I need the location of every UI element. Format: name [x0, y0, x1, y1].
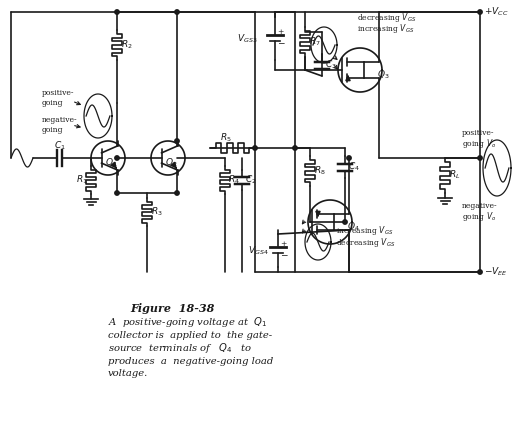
Text: $R_8$: $R_8$	[314, 165, 326, 177]
Text: going: going	[42, 99, 64, 107]
Text: $Q_2$: $Q_2$	[165, 157, 177, 169]
Circle shape	[478, 10, 482, 14]
Text: $C_4$: $C_4$	[348, 161, 360, 173]
Text: −: −	[277, 38, 285, 47]
Text: $-V_{EE}$: $-V_{EE}$	[484, 266, 508, 278]
Text: +: +	[280, 240, 286, 247]
Text: $V_{GS4}$: $V_{GS4}$	[248, 244, 269, 257]
Circle shape	[478, 270, 482, 274]
Text: positive-: positive-	[42, 89, 74, 97]
Circle shape	[175, 10, 179, 14]
Text: collector is  applied to  the gate-: collector is applied to the gate-	[108, 330, 272, 339]
Text: decreasing $V_{GS}$: decreasing $V_{GS}$	[336, 235, 396, 249]
Circle shape	[115, 156, 119, 160]
Text: $+V_{CC}$: $+V_{CC}$	[484, 6, 509, 18]
Text: $R_3$: $R_3$	[151, 206, 162, 218]
Circle shape	[343, 220, 347, 224]
Text: increasing $V_{GS}$: increasing $V_{GS}$	[357, 21, 415, 35]
Text: $R_L$: $R_L$	[449, 169, 460, 181]
Text: going $V_o$: going $V_o$	[462, 137, 496, 149]
Text: $Q_3$: $Q_3$	[377, 69, 390, 81]
Text: voltage.: voltage.	[108, 369, 148, 378]
Text: $Q_1$: $Q_1$	[105, 157, 117, 169]
Circle shape	[115, 191, 119, 195]
Circle shape	[115, 10, 119, 14]
Text: +: +	[277, 27, 284, 36]
Text: $V_{GS3}$: $V_{GS3}$	[237, 33, 258, 45]
Text: Figure  18-38: Figure 18-38	[130, 303, 215, 313]
Text: $C_3$: $C_3$	[325, 59, 337, 71]
Text: −: −	[280, 250, 287, 259]
Text: $C_1$: $C_1$	[54, 140, 66, 152]
Text: $C_2$: $C_2$	[245, 174, 256, 186]
Circle shape	[175, 191, 179, 195]
Text: $R_4$: $R_4$	[228, 174, 240, 186]
Text: source  terminals of   $Q_4$   to: source terminals of $Q_4$ to	[108, 341, 253, 355]
Circle shape	[175, 139, 179, 143]
Text: produces  a  negative-going load: produces a negative-going load	[108, 357, 273, 366]
Text: $R_7$: $R_7$	[309, 36, 321, 48]
Text: decreasing $V_{GS}$: decreasing $V_{GS}$	[357, 11, 416, 24]
Text: $R_2$: $R_2$	[121, 39, 133, 51]
Text: positive-: positive-	[462, 129, 494, 137]
Text: negative-: negative-	[462, 202, 498, 210]
Circle shape	[293, 146, 297, 150]
Text: $R_1$: $R_1$	[76, 174, 88, 186]
Text: going $V_o$: going $V_o$	[462, 209, 496, 223]
Circle shape	[253, 146, 257, 150]
Text: $Q_4$: $Q_4$	[347, 221, 359, 233]
Text: increasing $V_{GS}$: increasing $V_{GS}$	[336, 223, 393, 237]
Text: $R_5$: $R_5$	[220, 132, 232, 144]
Circle shape	[347, 156, 351, 160]
Text: A  positive-going voltage at  $Q_1$: A positive-going voltage at $Q_1$	[108, 315, 267, 329]
Text: going: going	[42, 126, 64, 134]
Text: negative-: negative-	[42, 116, 78, 124]
Circle shape	[478, 156, 482, 160]
